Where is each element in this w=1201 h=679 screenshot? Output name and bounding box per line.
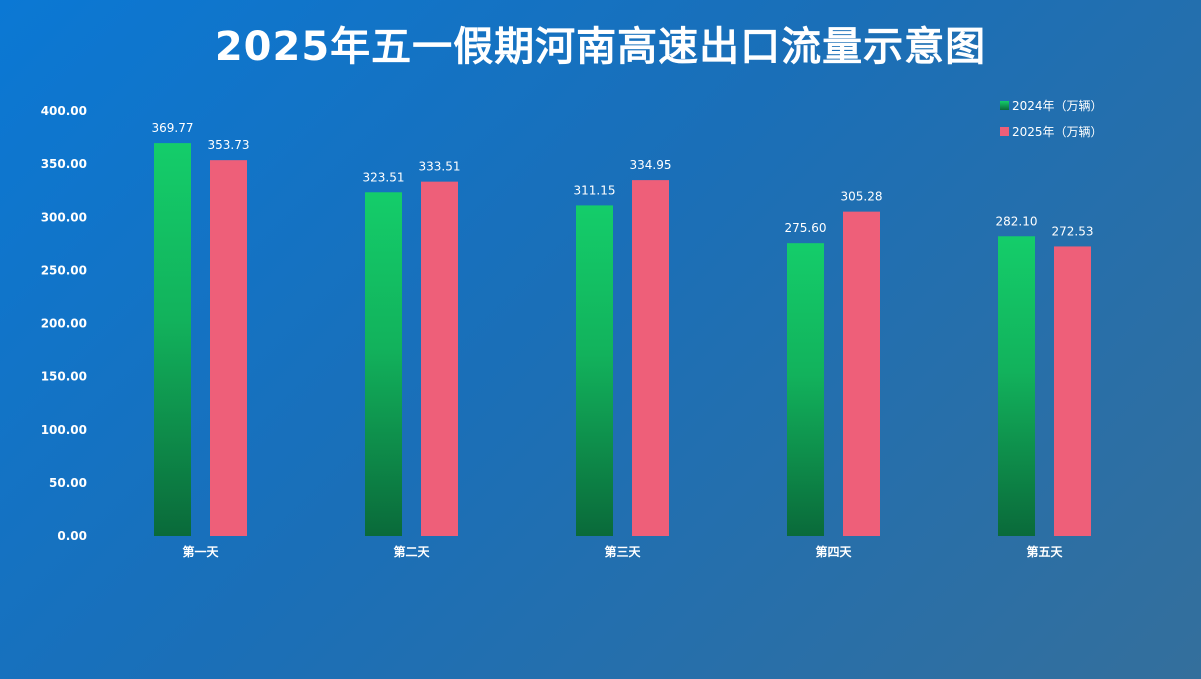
data-label: 369.77 [152, 121, 194, 135]
x-category-label: 第四天 [815, 544, 852, 559]
data-label: 323.51 [363, 170, 405, 184]
chart-title: 2025年五一假期河南高速出口流量示意图 [214, 24, 987, 70]
bar-2024[interactable] [154, 143, 191, 536]
legend-label-2025: 2025年（万辆） [1012, 124, 1103, 139]
x-category-label: 第二天 [393, 544, 430, 559]
bar-2025[interactable] [632, 180, 669, 536]
x-category-label: 第五天 [1026, 544, 1063, 559]
data-label: 333.51 [419, 160, 461, 174]
y-tick-label: 400.00 [41, 104, 87, 118]
y-tick-label: 250.00 [41, 263, 87, 277]
y-tick-label: 50.00 [49, 476, 87, 490]
bar-2024[interactable] [998, 236, 1035, 537]
bar-2025[interactable] [843, 211, 880, 536]
y-tick-label: 100.00 [41, 423, 87, 437]
data-label: 311.15 [574, 183, 616, 197]
y-tick-label: 0.00 [57, 529, 87, 543]
y-axis: 0.00 50.00 100.00 150.00 200.00 250.00 300.00 3… [41, 104, 87, 543]
x-axis: 第一天 第二天 第三天 第四天 第五天 [182, 544, 1063, 559]
y-tick-label: 300.00 [41, 210, 87, 224]
data-label: 272.53 [1052, 224, 1094, 238]
bar-2024[interactable] [787, 243, 824, 537]
data-label: 305.28 [841, 190, 883, 204]
data-label: 282.10 [996, 214, 1038, 228]
legend-label-2024: 2024年（万辆） [1012, 98, 1103, 113]
bar-2025[interactable] [210, 160, 247, 537]
legend-swatch-2024 [1000, 100, 1009, 110]
x-category-label: 第一天 [182, 544, 219, 559]
data-label: 275.60 [785, 221, 827, 235]
data-label: 353.73 [208, 138, 250, 152]
bar-2024[interactable] [576, 205, 613, 536]
legend-swatch-2025 [1000, 126, 1009, 136]
bar-2025[interactable] [421, 181, 458, 536]
y-tick-label: 200.00 [41, 317, 87, 331]
legend-item-2025[interactable]: 2025年（万辆） [1000, 118, 1103, 144]
x-category-label: 第三天 [604, 544, 641, 559]
y-tick-label: 150.00 [41, 370, 87, 384]
bars: 369.77 353.73 323.51 333.51 311.15 334.95 275.… [152, 121, 1094, 537]
y-tick-label: 350.00 [41, 157, 87, 171]
bar-2024[interactable] [365, 192, 402, 536]
legend-item-2024[interactable]: 2024年（万辆） [1000, 92, 1103, 118]
bar-2025[interactable] [1054, 246, 1091, 536]
legend: 2024年（万辆） 2025年（万辆） [1000, 92, 1103, 144]
data-label: 334.95 [630, 158, 672, 172]
